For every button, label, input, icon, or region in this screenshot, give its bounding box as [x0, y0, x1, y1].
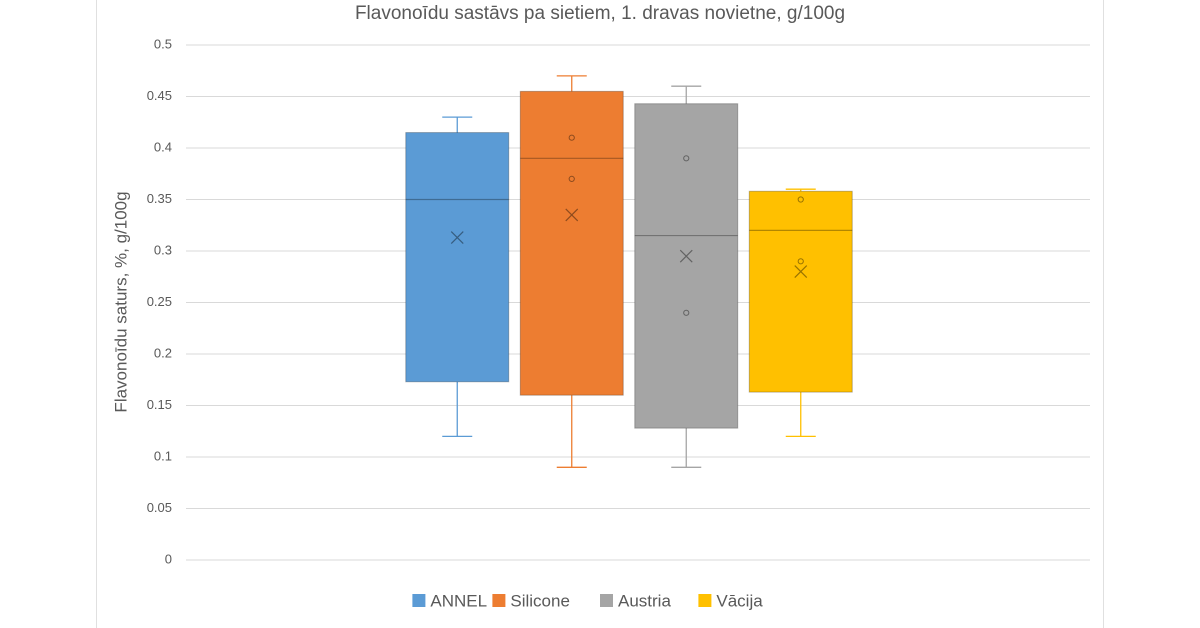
legend-swatch — [412, 594, 426, 607]
y-tick-label: 0.05 — [147, 500, 172, 515]
mean-marker — [679, 249, 693, 263]
legend-swatch — [492, 594, 506, 607]
y-tick-label: 0.45 — [147, 88, 172, 103]
y-tick-label: 0.25 — [147, 294, 172, 309]
mean-marker — [450, 231, 464, 245]
legend-label: Silicone — [510, 591, 570, 610]
y-tick-label: 0.2 — [154, 345, 172, 360]
y-tick-label: 0.15 — [147, 397, 172, 412]
y-axis-title: Flavonoīdu saturs, %, g/100g — [111, 191, 130, 412]
legend-label: Vācija — [716, 591, 763, 610]
legend-swatch — [698, 594, 712, 607]
y-tick-label: 0.1 — [154, 448, 172, 463]
data-point — [568, 175, 575, 182]
y-tick-label: 0 — [165, 551, 172, 566]
mean-marker — [565, 208, 579, 222]
data-point — [683, 155, 690, 162]
y-tick-label: 0.3 — [154, 242, 172, 257]
y-tick-label: 0.35 — [147, 191, 172, 206]
box — [519, 90, 624, 396]
y-tick-label: 0.4 — [154, 139, 172, 154]
data-point — [797, 258, 804, 265]
box — [634, 103, 739, 429]
mean-marker — [794, 265, 808, 279]
box — [748, 190, 853, 393]
data-point — [568, 134, 575, 141]
y-tick-label: 0.5 — [154, 36, 172, 51]
legend-label: ANNEL — [430, 591, 487, 610]
legend-label: Austria — [618, 591, 671, 610]
chart-title: Flavonoīdu sastāvs pa sietiem, 1. dravas… — [355, 3, 845, 24]
box — [405, 132, 510, 383]
data-point — [797, 196, 804, 203]
data-point — [683, 309, 690, 316]
legend-swatch — [600, 594, 613, 607]
